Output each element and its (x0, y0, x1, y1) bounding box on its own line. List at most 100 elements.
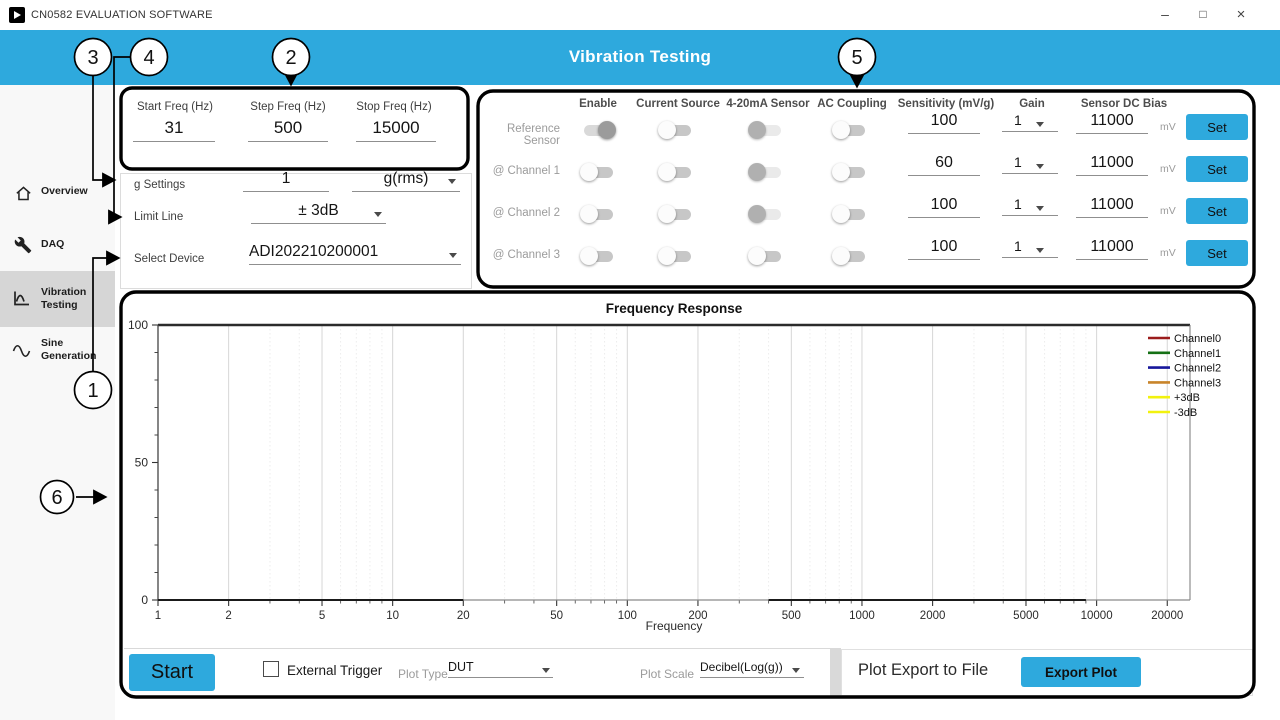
g-unit-dropdown[interactable]: g(rms) (352, 170, 460, 192)
svg-text:0: 0 (141, 593, 148, 607)
current-source-toggle[interactable] (658, 120, 694, 140)
sensitivity-input[interactable]: 100 (908, 196, 980, 218)
footer-divider (830, 648, 841, 696)
chevron-down-icon (1036, 248, 1044, 257)
sidebar-label-line1: Sine (41, 337, 64, 349)
enable-toggle[interactable] (580, 162, 616, 182)
plot-type-dropdown[interactable]: DUT (448, 660, 553, 678)
420ma-sensor-toggle[interactable] (748, 120, 784, 140)
chevron-down-icon (449, 253, 457, 262)
minimize-button[interactable]: – (1161, 6, 1169, 22)
g-settings-label: g Settings (134, 179, 186, 191)
ac-coupling-toggle[interactable] (832, 162, 868, 182)
chevron-down-icon (792, 668, 800, 677)
stop-freq-label: Stop Freq (Hz) (356, 101, 432, 113)
title-bar: CN0582 EVALUATION SOFTWARE – □ × (0, 0, 1280, 30)
sensitivity-input[interactable]: 100 (908, 112, 980, 134)
ac-coupling-toggle[interactable] (832, 246, 868, 266)
sidebar-item-daq[interactable]: DAQ (0, 235, 115, 265)
page-header: Vibration Testing (0, 30, 1280, 85)
home-icon (14, 184, 33, 208)
chevron-down-icon (1036, 164, 1044, 173)
svg-text:Channel3: Channel3 (1174, 377, 1221, 389)
sensitivity-input[interactable]: 60 (908, 154, 980, 176)
app-icon (9, 7, 25, 23)
current-source-toggle[interactable] (658, 162, 694, 182)
ac-coupling-toggle[interactable] (832, 120, 868, 140)
enable-toggle[interactable] (580, 246, 616, 266)
step-freq-input[interactable]: 500 (248, 118, 328, 142)
current-source-toggle[interactable] (658, 204, 694, 224)
sidebar-label: DAQ (41, 238, 65, 250)
start-freq-label: Start Freq (Hz) (136, 101, 214, 113)
set-button[interactable]: Set (1186, 156, 1248, 182)
svg-text:-3dB: -3dB (1174, 407, 1197, 419)
limit-line-dropdown[interactable]: ± 3dB (251, 202, 386, 224)
sensor-row-label: Reference Sensor (506, 123, 560, 147)
maximize-button[interactable]: □ (1199, 7, 1207, 21)
dc-bias-unit: mV (1160, 205, 1176, 217)
dc-bias-input[interactable]: 11000 (1076, 154, 1148, 176)
start-button[interactable]: Start (129, 654, 215, 691)
set-button[interactable]: Set (1186, 114, 1248, 140)
page-title: Vibration Testing (568, 47, 712, 66)
step-freq-label: Step Freq (Hz) (250, 101, 326, 113)
gain-dropdown[interactable]: 1 (1002, 112, 1058, 132)
external-trigger-checkbox[interactable] (263, 661, 279, 677)
chevron-down-icon (542, 668, 550, 677)
gain-dropdown[interactable]: 1 (1002, 154, 1058, 174)
plot-type-label: Plot Type (398, 667, 448, 681)
export-plot-button[interactable]: Export Plot (1021, 657, 1141, 687)
sensor-row-label: @ Channel 1 (492, 165, 560, 177)
420ma-sensor-toggle[interactable] (748, 204, 784, 224)
plot-scale-dropdown[interactable]: Decibel(Log(g)) (700, 660, 804, 678)
sidebar-item-overview[interactable]: Overview (0, 183, 115, 213)
stop-freq-input[interactable]: 15000 (356, 118, 436, 142)
chevron-down-icon (448, 179, 456, 188)
sidebar-label: Overview (41, 185, 88, 197)
sensor-row-label: @ Channel 3 (492, 249, 560, 261)
sidebar: Overview DAQ Vibration Testing Sine Gene… (0, 85, 115, 720)
limit-line-label: Limit Line (134, 211, 184, 223)
settings-panel: g Settings 1 g(rms) Limit Line ± 3dB Sel… (120, 170, 472, 289)
plot-export-label: Plot Export to File (858, 661, 989, 679)
420ma-sensor-toggle[interactable] (748, 162, 784, 182)
svg-text:Channel1: Channel1 (1174, 348, 1221, 360)
420ma-sensor-toggle[interactable] (748, 246, 784, 266)
close-button[interactable]: × (1236, 6, 1246, 23)
set-button[interactable]: Set (1186, 240, 1248, 266)
select-device-dropdown[interactable]: ADI202210200001 (249, 243, 461, 265)
sidebar-label-line2: Generation (41, 350, 97, 362)
sidebar-item-vibration-testing[interactable]: Vibration Testing (0, 271, 115, 327)
current-source-toggle[interactable] (658, 246, 694, 266)
sensor-row: @ Channel 2 100 1 11000 mV Set (478, 193, 1250, 235)
chart-x-axis-label: Frequency (645, 619, 703, 633)
sensitivity-input[interactable]: 100 (908, 238, 980, 260)
enable-toggle[interactable] (580, 120, 616, 140)
svg-text:50: 50 (135, 456, 149, 470)
sensor-row: @ Channel 1 60 1 11000 mV Set (478, 151, 1250, 193)
plot-scale-label: Plot Scale (640, 667, 695, 681)
ac-coupling-toggle[interactable] (832, 204, 868, 224)
frequency-plot-icon (12, 288, 32, 313)
window-title: CN0582 EVALUATION SOFTWARE (31, 9, 213, 21)
sensor-row-label: @ Channel 2 (492, 207, 560, 219)
set-button[interactable]: Set (1186, 198, 1248, 224)
svg-text:100: 100 (128, 318, 148, 332)
sidebar-item-sine-generation[interactable]: Sine Generation (0, 331, 115, 381)
sidebar-label-line2: Testing (41, 299, 78, 311)
g-settings-input[interactable]: 1 (243, 170, 329, 192)
select-device-label: Select Device (134, 253, 205, 265)
dc-bias-input[interactable]: 11000 (1076, 196, 1148, 218)
start-freq-input[interactable]: 31 (133, 118, 215, 142)
dc-bias-unit: mV (1160, 163, 1176, 175)
enable-toggle[interactable] (580, 204, 616, 224)
dc-bias-unit: mV (1160, 247, 1176, 259)
dc-bias-input[interactable]: 11000 (1076, 112, 1148, 134)
external-trigger-label: External Trigger (287, 663, 383, 678)
wrench-icon (14, 236, 32, 259)
dc-bias-input[interactable]: 11000 (1076, 238, 1148, 260)
gain-dropdown[interactable]: 1 (1002, 238, 1058, 258)
gain-dropdown[interactable]: 1 (1002, 196, 1058, 216)
